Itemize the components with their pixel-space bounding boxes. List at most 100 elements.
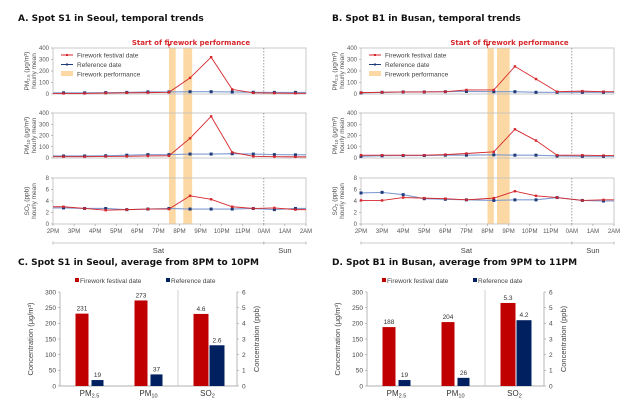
reference-date-point	[272, 153, 276, 157]
festival-date-point	[294, 208, 297, 211]
x-tick-label: 7PM	[460, 229, 472, 235]
festival-date-point	[380, 153, 384, 157]
y-axis-label-left: Concentration (μg/m³)	[26, 302, 35, 376]
x-category-label: SO2	[507, 389, 522, 399]
festival-date-point	[444, 197, 447, 200]
reference-date-point	[251, 152, 255, 156]
y-axis-label: PM2.5 (μg/m³)	[24, 52, 32, 91]
festival-date-point	[555, 90, 559, 93]
y-tick-label: 0	[46, 92, 50, 98]
bar-data-label: 4.6	[196, 306, 205, 313]
day-label: Sun	[278, 246, 291, 255]
x-tick-label: 6PM	[131, 229, 143, 235]
y-tick-label-right: 1	[549, 368, 553, 375]
x-tick-label: 5PM	[418, 229, 430, 235]
y-axis-label: SO2 (ppb)	[332, 187, 340, 216]
firework-performance-band	[168, 48, 176, 224]
x-category-label: PM2.5	[80, 389, 100, 399]
reference-date-point	[534, 90, 538, 94]
legend-reference-label: Reference date	[77, 62, 122, 69]
reference-date-point	[230, 152, 234, 156]
reference-date-point	[513, 198, 517, 202]
y-tick-label-left: 150	[45, 336, 56, 343]
bar-data-label: 5.3	[503, 295, 512, 302]
panel-c-title: C. Spot S1 in Seoul, average from 8PM to…	[18, 258, 259, 268]
reference-date-point	[534, 153, 538, 157]
festival-date-point	[188, 76, 192, 80]
y-tick-label-right: 2	[549, 352, 553, 359]
y-tick-label: 0	[354, 92, 358, 98]
festival-date-point	[581, 199, 584, 202]
bar-reference	[398, 380, 411, 386]
bar-reference	[150, 374, 163, 386]
reference-date-point	[492, 198, 496, 202]
festival-date-point	[401, 90, 405, 94]
x-tick-label: 8PM	[481, 229, 493, 235]
panel-b-title: B. Spot B1 in Busan, temporal trends	[332, 14, 521, 24]
reference-date-line	[53, 153, 306, 157]
y-axis-label-right: Concentration (ppb)	[559, 305, 568, 372]
festival-date-point	[465, 198, 468, 202]
festival-date-point	[380, 91, 384, 94]
x-tick-label: 2AM	[300, 229, 312, 235]
bar-data-label: 273	[136, 292, 147, 299]
reference-date-point	[492, 153, 496, 157]
y-tick-label-left: 50	[49, 368, 57, 375]
bar-data-label: 204	[443, 314, 454, 321]
festival-date-point	[359, 199, 363, 202]
y-tick-label: 0	[354, 156, 358, 162]
y-tick-label-right: 2	[242, 352, 246, 359]
bar-festival	[134, 300, 148, 386]
festival-date-point	[534, 77, 538, 81]
festival-date-point	[492, 150, 496, 154]
panel-d-bar-chart: 0 50 100 150 200 250 300 0 1 2 3 4 5 6 Concentration (…	[333, 278, 568, 399]
legend-reference-label: Reference date	[385, 62, 430, 69]
festival-date-line	[53, 195, 306, 211]
reference-date-line	[53, 91, 306, 94]
y-tick-label-left: 200	[45, 321, 56, 328]
reference-date-point	[272, 208, 276, 212]
festival-date-point	[465, 88, 468, 92]
festival-date-point	[444, 90, 447, 93]
x-tick-label: 10PM	[522, 229, 538, 235]
bar-reference	[516, 320, 532, 386]
y-tick-label-left: 250	[352, 305, 363, 312]
legend-festival-label: Firework festival date	[77, 52, 139, 59]
annotation-label: Start of firework performance	[450, 39, 569, 47]
festival-date-point	[465, 152, 468, 155]
festival-date-point	[602, 90, 605, 93]
legend-reference-swatch	[473, 278, 477, 282]
festival-date-point	[146, 91, 150, 94]
festival-date-point	[602, 198, 605, 202]
y-tick-label-left: 250	[45, 305, 56, 312]
festival-date-point	[423, 90, 426, 94]
x-tick-label: 8PM	[173, 229, 185, 235]
y-tick-label: 200	[39, 134, 50, 140]
bar-data-label: 188	[384, 319, 395, 326]
festival-date-point	[492, 88, 496, 92]
festival-date-point	[513, 65, 517, 68]
bar-data-label: 4.2	[519, 312, 528, 319]
festival-date-point	[104, 209, 107, 212]
festival-date-point	[401, 153, 405, 157]
firework-performance-band	[183, 48, 193, 224]
y-axis-label: PM10 (μg/m³)	[24, 117, 32, 155]
x-tick-label: 4PM	[397, 229, 409, 235]
reference-date-point	[230, 90, 234, 94]
y-axis-sublabel: hourly mean	[31, 183, 38, 219]
festival-date-point	[62, 92, 65, 95]
reference-date-point	[209, 152, 213, 156]
reference-date-point	[209, 90, 213, 94]
festival-date-point	[581, 89, 584, 93]
panel-b-line-charts: Start of firework performance01002003004…	[332, 39, 621, 255]
y-tick-label-right: 6	[242, 289, 246, 296]
legend-festival-swatch	[75, 278, 79, 282]
y-tick-label-right: 5	[549, 305, 553, 312]
festival-date-point	[146, 207, 150, 211]
festival-date-point	[62, 205, 65, 208]
y-tick-label: 400	[347, 46, 358, 52]
x-tick-label: 3PM	[376, 229, 388, 235]
x-tick-label: 6PM	[439, 229, 451, 235]
y-tick-label: 300	[347, 58, 358, 64]
legend-reference-label: Reference date	[478, 278, 523, 285]
